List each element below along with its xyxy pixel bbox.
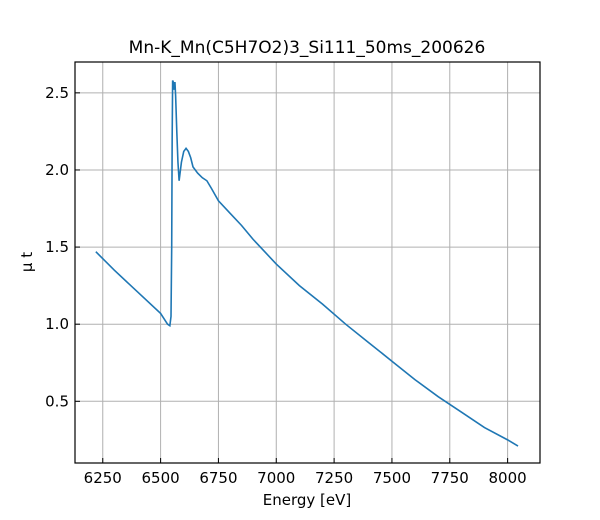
x-tick-label: 7750 [431, 469, 469, 487]
plot-frame [74, 61, 541, 464]
x-tick-label: 7000 [257, 469, 295, 487]
grid [75, 62, 540, 463]
x-axis-label: Energy [eV] [263, 491, 351, 509]
x-tick-label: 6500 [142, 469, 180, 487]
x-tick-label: 7250 [315, 469, 353, 487]
y-tick-label: 1.5 [45, 238, 69, 256]
x-tick-label: 8000 [489, 469, 527, 487]
x-tick-label: 6250 [84, 469, 122, 487]
series-line [95, 80, 519, 447]
chart-title: Mn-K_Mn(C5H7O2)3_Si111_50ms_200626 [129, 38, 486, 58]
x-tick-label: 6750 [199, 469, 237, 487]
y-tick-label: 2.5 [45, 84, 69, 102]
y-tick-label: 2.0 [45, 161, 69, 179]
x-tick-label: 7500 [373, 469, 411, 487]
y-tick-label: 0.5 [45, 392, 69, 410]
ticks: 6250 6500 6750 7000 7250 7500 7750 8000 0.5 1.0 1.… [45, 84, 527, 487]
y-tick-label: 1.0 [45, 315, 69, 333]
y-axis-label: μ t [18, 252, 36, 272]
